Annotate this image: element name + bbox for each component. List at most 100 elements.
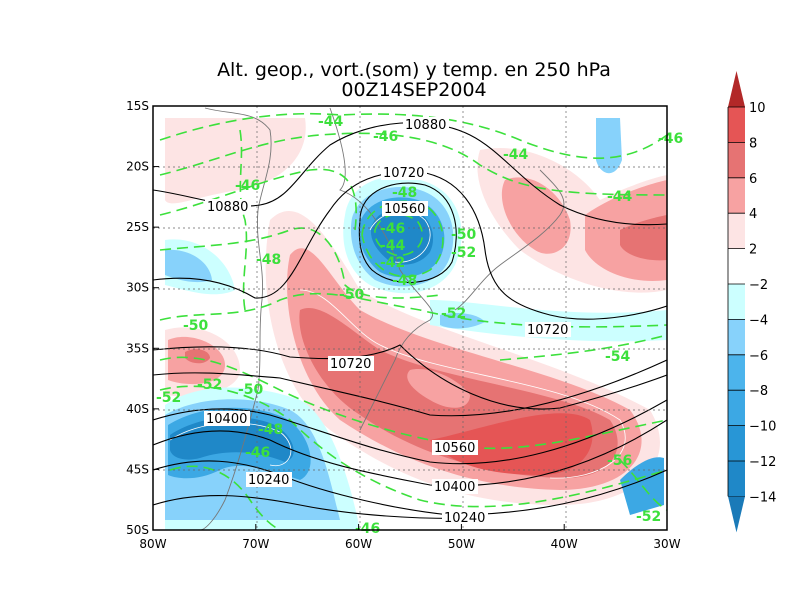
temp-contour xyxy=(499,334,667,361)
y-tick-label: 40S xyxy=(126,402,149,416)
height-contour xyxy=(153,122,667,226)
y-tick-label: 45S xyxy=(126,462,149,476)
shade-pos-6 xyxy=(620,215,667,261)
height-contour xyxy=(153,399,667,465)
height-label: 10560 xyxy=(384,202,425,217)
colorbar-swatch xyxy=(728,461,745,497)
temp-label: -44 xyxy=(318,114,344,130)
y-tick-label: 50S xyxy=(126,523,149,537)
shade-neg-2 xyxy=(430,300,667,342)
temp-contour xyxy=(239,129,248,311)
colorbar-label: 4 xyxy=(749,207,757,222)
shade-pos-4 xyxy=(501,177,571,254)
height-label: 10240 xyxy=(444,511,485,526)
colorbar-swatch xyxy=(728,319,745,355)
height-label: 10720 xyxy=(383,166,424,181)
temp-label: -48 xyxy=(256,252,281,268)
temp-contour xyxy=(159,356,667,450)
colorbar-swatch xyxy=(728,142,745,178)
temp-label: -56 xyxy=(607,453,632,469)
colorbar-swatch xyxy=(728,284,745,320)
chart-title: Alt. geop., vort.(som) y temp. en 250 hP… xyxy=(217,59,611,81)
temp-contour xyxy=(169,465,281,530)
temp-label: -50 xyxy=(238,382,264,398)
y-tick-label: 30S xyxy=(126,281,149,295)
temp-label: -48 xyxy=(258,422,283,438)
temp-label: -44 xyxy=(503,147,529,163)
colorbar-swatch xyxy=(728,390,745,426)
temp-label: -54 xyxy=(605,349,631,365)
x-tick-label: 80W xyxy=(139,537,166,551)
colorbar-label: 8 xyxy=(749,136,757,151)
height-label: 10400 xyxy=(206,412,247,427)
temp-contour xyxy=(159,132,667,196)
height-contours xyxy=(153,122,667,519)
colorbar-bottom-arrow xyxy=(728,496,745,533)
temp-label: -46 xyxy=(245,445,270,461)
colorbar-swatch xyxy=(728,354,745,391)
colorbar-swatch xyxy=(728,213,745,249)
y-tick-label: 35S xyxy=(126,341,149,355)
temp-label: -46 xyxy=(235,178,260,194)
colorbar-label: −2 xyxy=(749,278,768,293)
temp-contour xyxy=(159,292,667,328)
height-label: 10720 xyxy=(527,323,568,338)
height-contour xyxy=(153,344,667,410)
temp-label: -50 xyxy=(451,227,477,243)
gridlines xyxy=(153,106,667,530)
vorticity-shading xyxy=(165,118,667,530)
height-label: 10880 xyxy=(405,118,446,133)
colorbar-label: −12 xyxy=(749,455,776,470)
temp-label: -42 xyxy=(380,255,405,271)
temp-label: -52 xyxy=(441,306,466,322)
temp-label: -50 xyxy=(339,287,365,303)
shade-neg-4 xyxy=(596,118,622,174)
colorbar-top-arrow xyxy=(728,71,745,107)
colorbar-label: −6 xyxy=(749,349,768,364)
height-label: 10240 xyxy=(248,473,289,488)
height-contour-labels: 10880 10880 10720 10560 10720 10720 1056… xyxy=(204,117,571,526)
colorbar-label: −10 xyxy=(749,420,776,435)
colorbar-label: −8 xyxy=(749,384,768,399)
y-tick-label: 15S xyxy=(126,99,149,113)
height-contour xyxy=(153,460,667,516)
x-tick-label: 40W xyxy=(551,537,578,551)
shade-neg-4 xyxy=(165,249,212,283)
temperature-contours xyxy=(159,112,667,530)
temp-label: -52 xyxy=(156,390,181,406)
temp-label: -44 xyxy=(607,189,633,205)
height-label: 10560 xyxy=(434,441,475,456)
height-contour xyxy=(358,182,457,283)
colorbar-swatch xyxy=(728,248,745,284)
height-contour xyxy=(153,359,667,417)
temp-contour xyxy=(159,112,667,159)
colorbar-swatch xyxy=(728,425,745,461)
height-label: 10880 xyxy=(207,200,248,215)
temp-label: -52 xyxy=(636,509,661,525)
temp-label: -44 xyxy=(380,238,406,254)
temp-label: -48 xyxy=(392,185,417,201)
temp-label: -46 xyxy=(658,131,683,147)
height-contour xyxy=(153,419,667,487)
y-tick-label: 25S xyxy=(126,220,149,234)
colorbar-label: 10 xyxy=(749,101,766,116)
temp-label: -52 xyxy=(451,245,476,261)
temp-contour xyxy=(159,227,441,299)
shade-pos-4-inner xyxy=(407,369,470,408)
coastline xyxy=(199,107,565,530)
temp-label: -46 xyxy=(380,221,405,237)
height-contour xyxy=(153,494,481,519)
colorbar-label: 6 xyxy=(749,172,757,187)
colorbar-label: 2 xyxy=(749,243,757,258)
x-tick-label: 50W xyxy=(448,537,475,551)
colorbar-label: −14 xyxy=(749,490,776,505)
x-tick-label: 60W xyxy=(345,537,372,551)
temp-label: -50 xyxy=(183,318,209,334)
colorbar: 10 8 6 4 2 −2 −4 −6 −8 −10 −12 −14 xyxy=(727,71,776,533)
temp-label: -48 xyxy=(392,273,417,289)
colorbar-label: −4 xyxy=(749,313,768,328)
temp-contour xyxy=(619,459,667,511)
y-tick-label: 20S xyxy=(126,160,149,174)
temp-label: -52 xyxy=(197,377,222,393)
